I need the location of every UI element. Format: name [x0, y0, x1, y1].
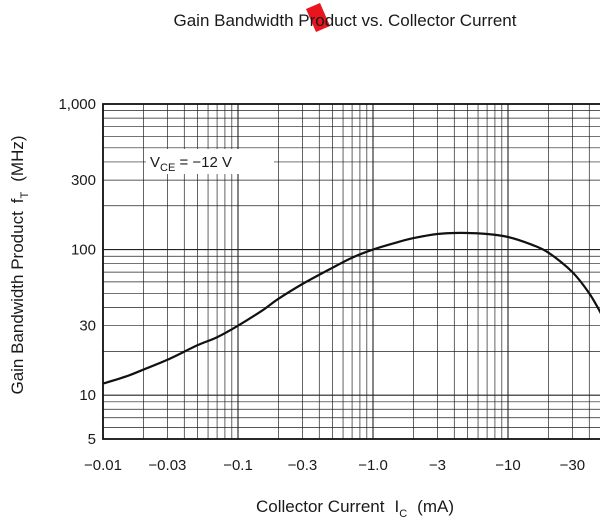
y-tick-labels: 1,000 300 100 30 10 5	[58, 96, 96, 448]
y-tick-label: 30	[79, 318, 96, 335]
plot-frame	[102, 103, 600, 440]
x-tick-label: −30	[560, 457, 585, 474]
x-tick-label: −1.0	[358, 457, 388, 474]
x-tick-label: −3	[429, 457, 446, 474]
x-axis-symbol-sub: C	[399, 508, 407, 520]
x-tick-label: −10	[495, 457, 520, 474]
y-axis-label: Gain Bandwidth Product fT (MHz)	[8, 135, 31, 394]
annotation-symbol: V	[150, 154, 160, 171]
y-tick-label: 100	[71, 242, 96, 259]
chart-title: Gain Bandwidth Product vs. Collector Cur…	[174, 11, 517, 30]
y-axis-label-text: Gain Bandwidth Product	[8, 211, 27, 395]
annotation-vce: VCE = −12 V	[150, 154, 232, 174]
annotation-value: = −12 V	[175, 154, 232, 171]
x-tick-label: −0.01	[84, 457, 122, 474]
y-tick-label: 300	[71, 172, 96, 189]
y-tick-label: 5	[88, 431, 96, 448]
x-axis-symbol: I	[394, 497, 399, 516]
x-tick-label: −0.3	[288, 457, 318, 474]
x-axis-label-text: Collector Current	[256, 497, 385, 516]
x-tick-label: −0.03	[148, 457, 186, 474]
x-tick-labels: −0.01 −0.03 −0.1 −0.3 −1.0 −3 −10 −30	[84, 457, 585, 474]
x-axis-label: Collector Current IC (mA)	[256, 497, 454, 520]
y-axis-unit: (MHz)	[8, 135, 27, 181]
series-line	[102, 231, 600, 385]
y-tick-label: 10	[79, 387, 96, 404]
watermark-mark	[306, 3, 330, 32]
annotation-background	[146, 149, 274, 174]
x-tick-label: −0.1	[223, 457, 253, 474]
y-axis-symbol-sub: T	[19, 191, 31, 198]
x-axis-unit: (mA)	[417, 497, 454, 516]
annotation-subscript: CE	[160, 162, 175, 174]
y-tick-label: 1,000	[58, 96, 96, 113]
y-axis-symbol: f	[8, 198, 27, 203]
